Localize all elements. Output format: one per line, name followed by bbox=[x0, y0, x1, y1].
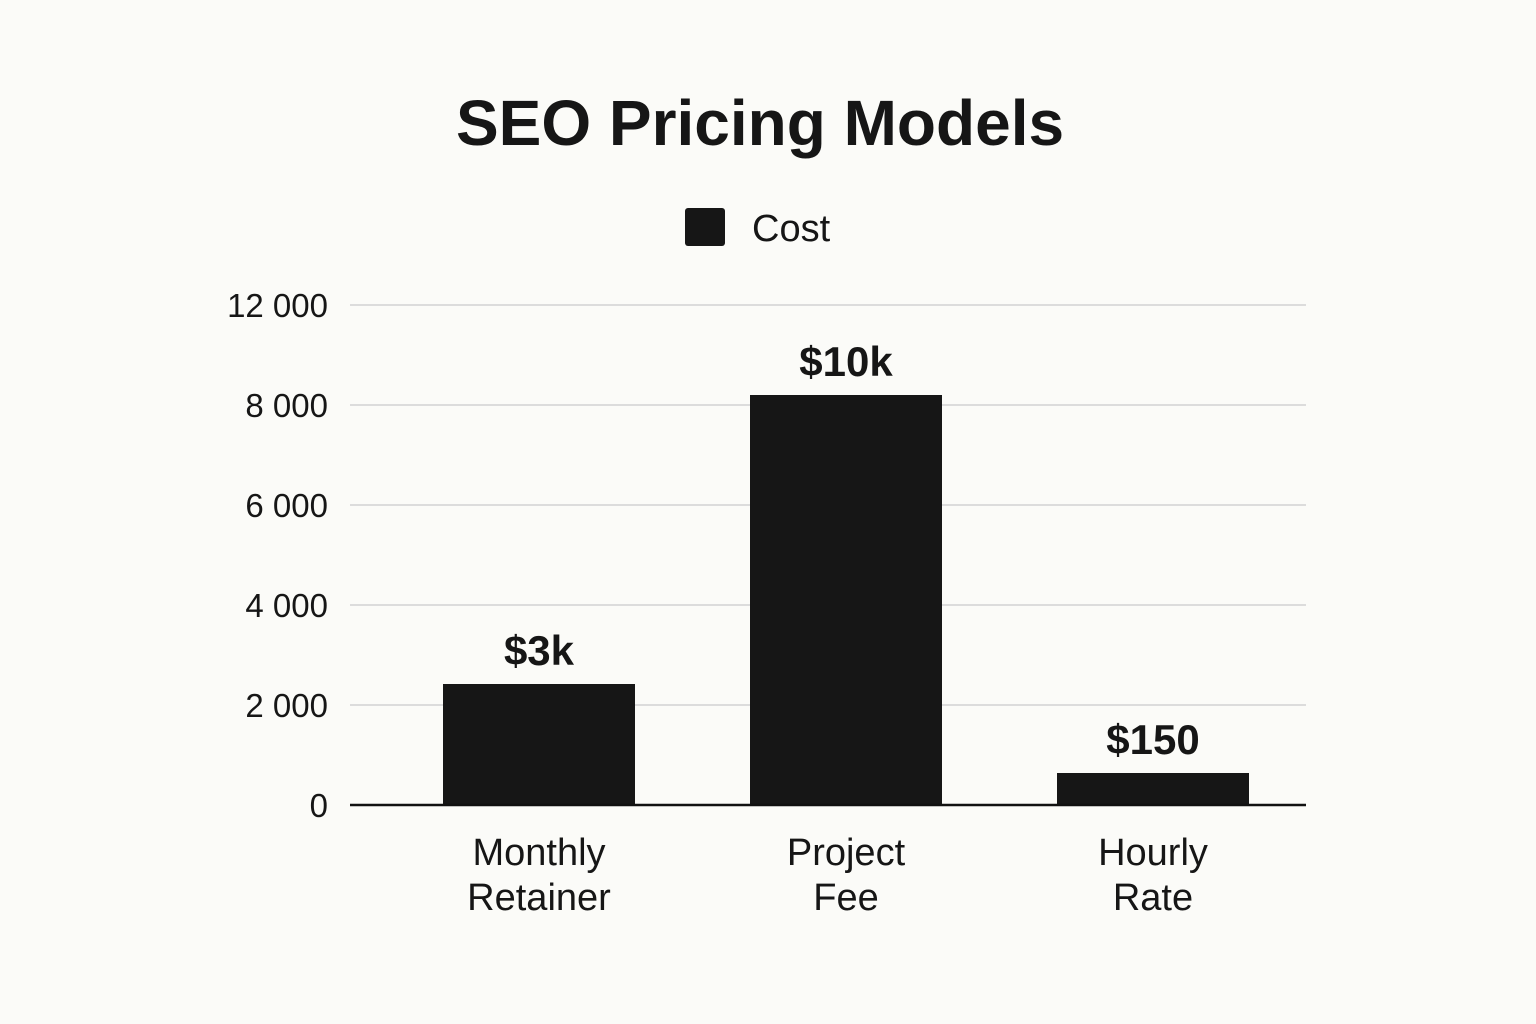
x-tick-label: Hourly bbox=[1098, 832, 1208, 874]
chart-title: SEO Pricing Models bbox=[456, 87, 1064, 159]
y-tick-label: 8 000 bbox=[245, 387, 328, 424]
x-tick-label: Fee bbox=[813, 877, 878, 919]
data-label: $10k bbox=[799, 338, 893, 385]
y-tick-label: 6 000 bbox=[245, 487, 328, 524]
data-label: $3k bbox=[504, 627, 575, 674]
y-tick-label: 0 bbox=[310, 787, 328, 824]
y-tick-label: 4 000 bbox=[245, 587, 328, 624]
bar bbox=[1057, 773, 1249, 805]
x-tick-label: Project bbox=[787, 832, 906, 874]
x-tick-label: Monthly bbox=[472, 832, 605, 874]
legend: Cost bbox=[685, 208, 831, 250]
bar bbox=[750, 395, 942, 805]
data-label: $150 bbox=[1106, 716, 1199, 763]
x-tick-label: Rate bbox=[1113, 877, 1193, 919]
y-tick-label: 12 000 bbox=[227, 287, 328, 324]
x-tick-label: Retainer bbox=[467, 877, 611, 919]
y-tick-label: 2 000 bbox=[245, 687, 328, 724]
legend-swatch bbox=[685, 208, 725, 246]
legend-label: Cost bbox=[752, 208, 831, 250]
bar bbox=[443, 684, 635, 805]
